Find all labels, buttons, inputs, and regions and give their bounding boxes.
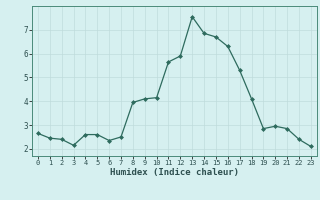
- X-axis label: Humidex (Indice chaleur): Humidex (Indice chaleur): [110, 168, 239, 177]
